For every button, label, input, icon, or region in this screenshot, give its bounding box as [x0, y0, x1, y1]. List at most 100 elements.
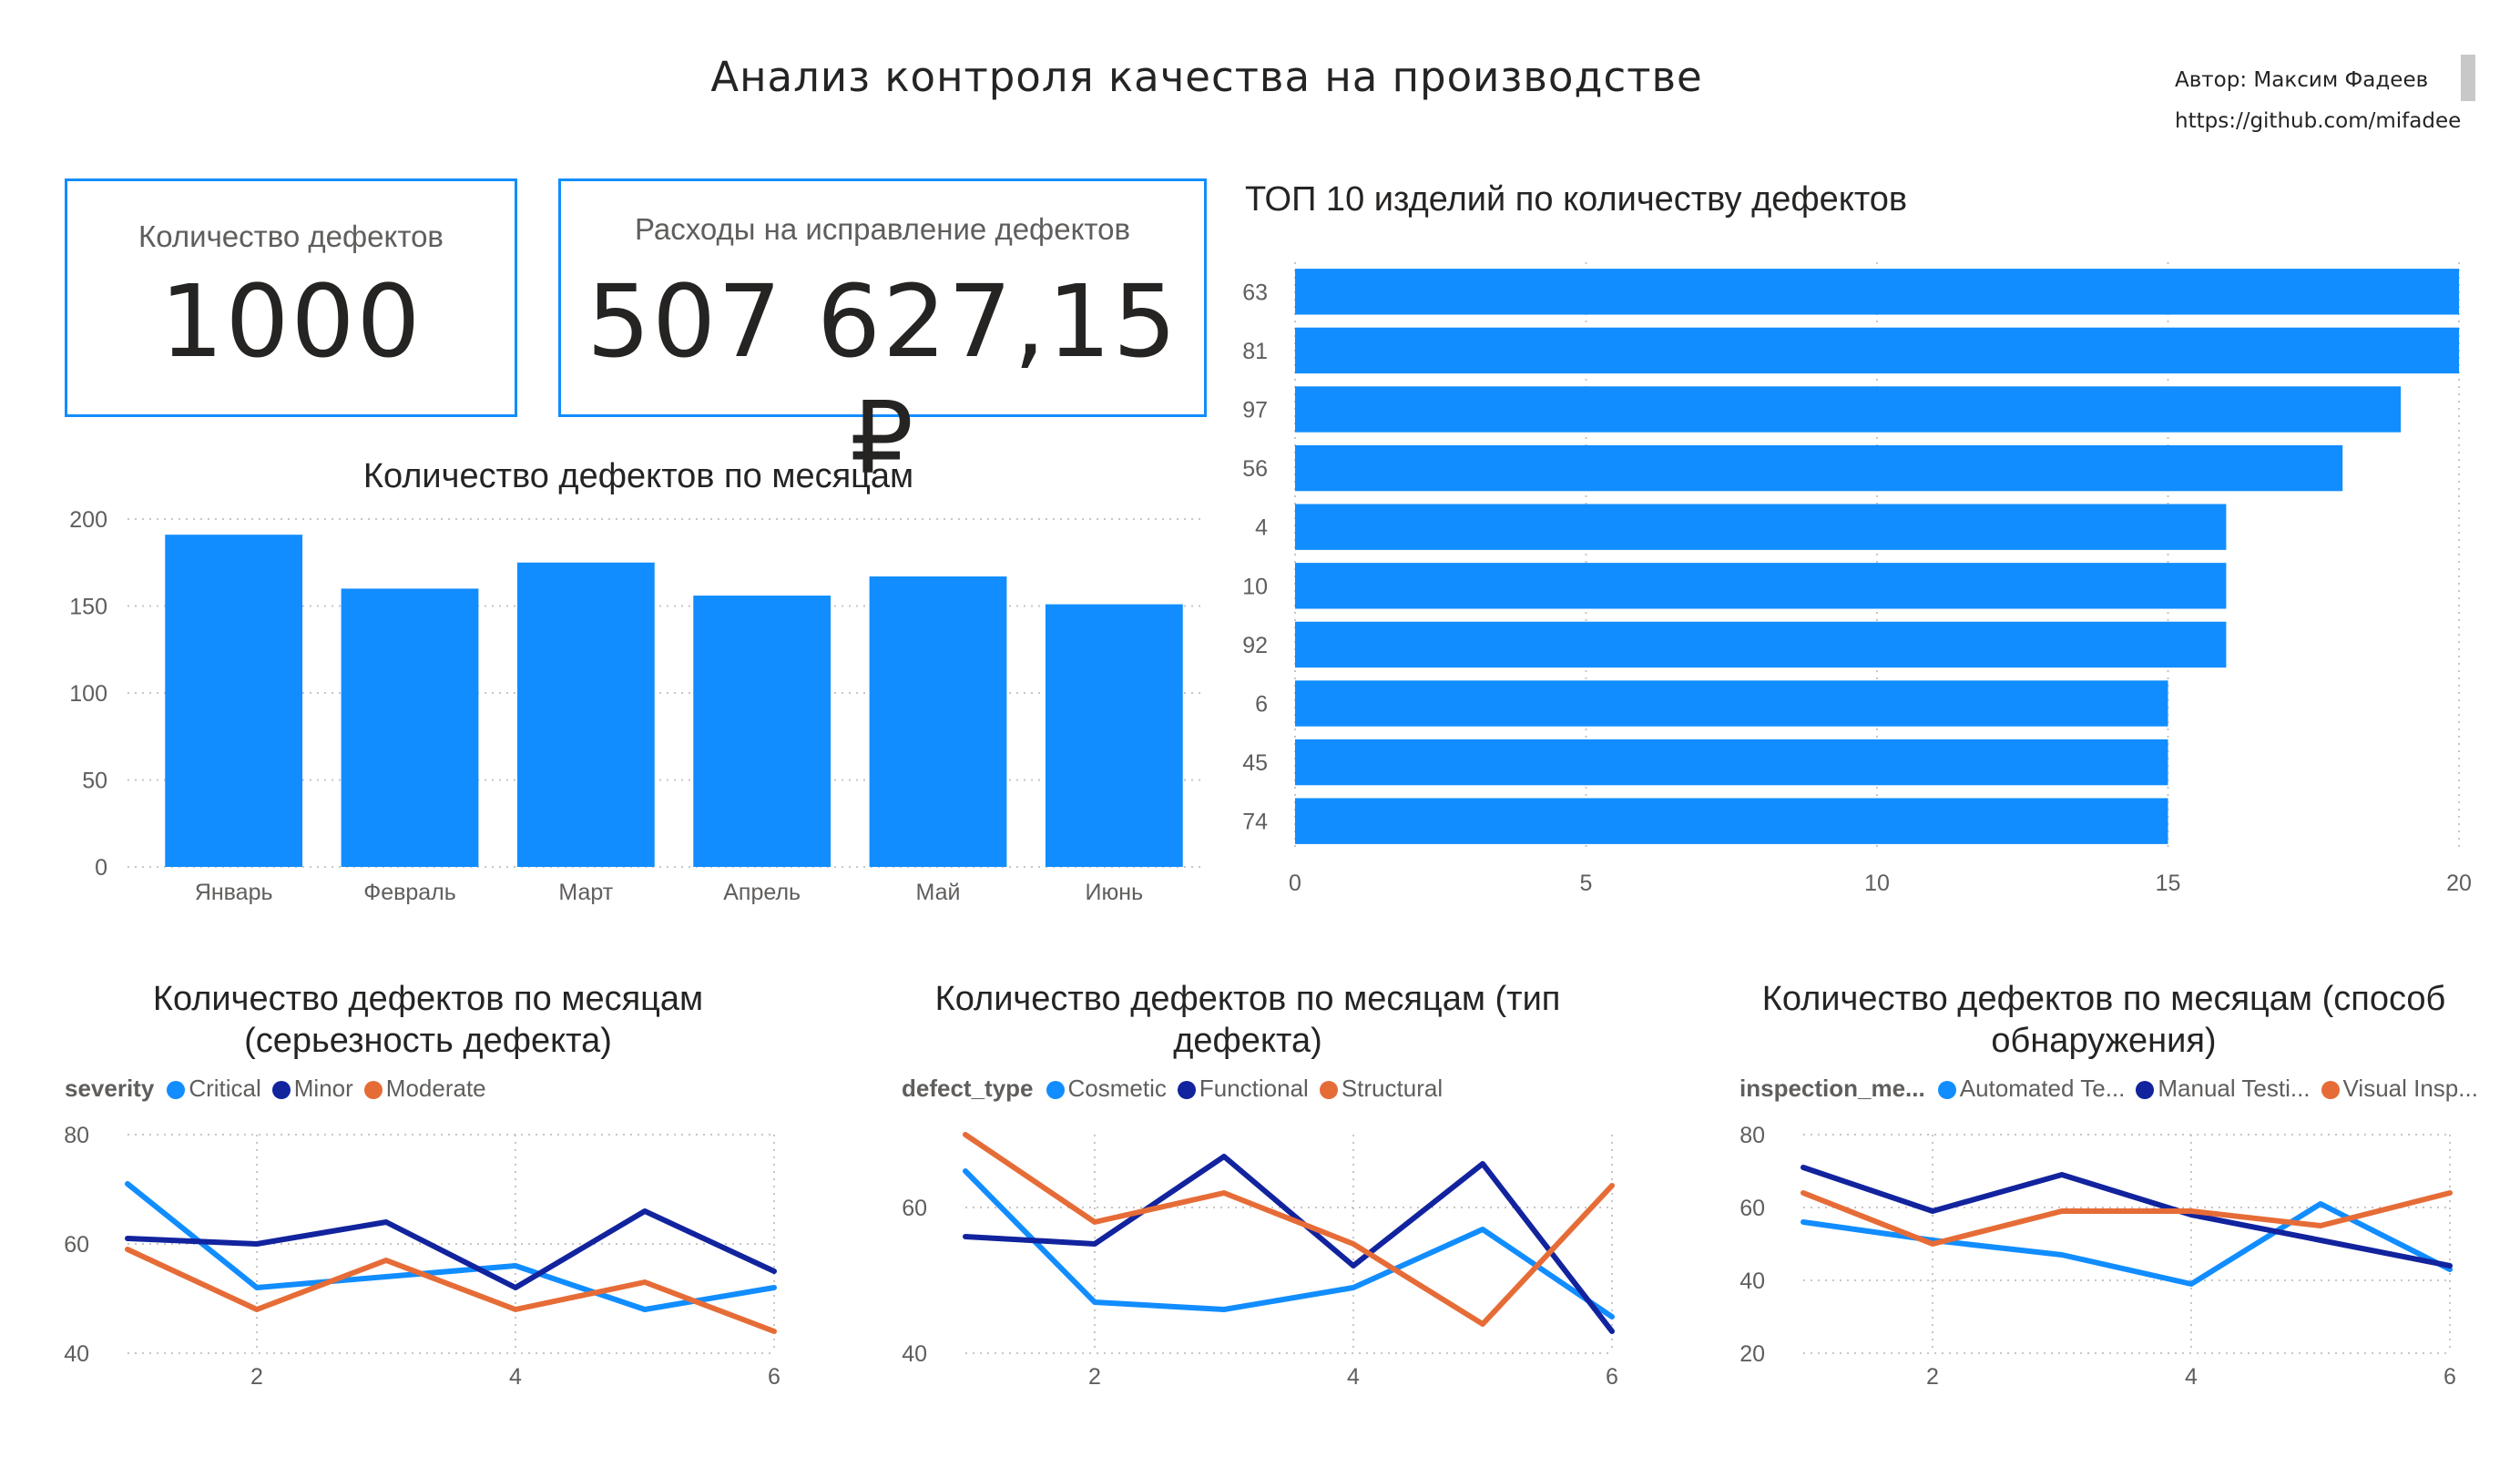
defects-cost-label: Расходы на исправление дефектов	[634, 212, 1131, 246]
author-link[interactable]: https://github.com/mifadee	[2175, 109, 2462, 133]
x-tick-label: 5	[1580, 871, 1593, 896]
legend-dot-icon	[2136, 1081, 2155, 1099]
x-tick-label: 6	[1606, 1364, 1618, 1384]
legend-dot-icon	[1177, 1081, 1196, 1099]
series-line-minor	[125, 1208, 777, 1290]
bar-Июнь	[1045, 604, 1183, 867]
y-tick-label: 81	[1242, 339, 1268, 364]
legend-label: Critical	[189, 1075, 261, 1102]
legend-label: Cosmetic	[1067, 1075, 1167, 1102]
x-tick-label: 4	[2185, 1364, 2198, 1384]
inspection-chart-title: Количество дефектов по месяцам (способ о…	[1761, 980, 2446, 1060]
y-tick-label: 0	[95, 855, 107, 881]
y-tick-label: 150	[69, 595, 107, 620]
y-tick-label: 74	[1242, 810, 1268, 835]
legend-item[interactable]: Minor	[271, 1075, 353, 1103]
y-tick-label: 80	[1740, 1123, 1765, 1148]
bar-Февраль	[341, 588, 479, 867]
legend-item[interactable]: Functional	[1177, 1075, 1309, 1103]
legend-item[interactable]: Manual Testi...	[2136, 1075, 2311, 1103]
bar-item-4	[1295, 504, 2227, 550]
top10-chart-title: ТОП 10 изделий по количеству дефектов	[1245, 180, 1908, 219]
y-tick-label: 40	[1740, 1269, 1765, 1294]
series-line-cosmetic	[963, 1168, 1615, 1319]
x-tick-label: 2	[1088, 1364, 1101, 1384]
legend-item[interactable]: Automated Te...	[1937, 1075, 2126, 1103]
x-tick-label: 10	[1864, 871, 1890, 896]
defects-cost-value: 507 627,15 ₽	[587, 263, 1178, 496]
legend-dot-icon	[167, 1081, 186, 1099]
y-tick-label: 60	[64, 1232, 89, 1258]
legend-dot-icon	[2321, 1081, 2340, 1099]
y-tick-label: 92	[1242, 633, 1268, 658]
severity-legend: severity Critical Minor Moderate	[65, 1075, 497, 1103]
x-tick-label: 15	[2156, 871, 2181, 896]
legend-item[interactable]: Critical	[167, 1075, 261, 1103]
y-tick-label: 50	[82, 769, 107, 794]
x-tick-label: Январь	[195, 880, 273, 905]
y-tick-label: 6	[1255, 692, 1268, 718]
legend-label: Functional	[1199, 1075, 1309, 1102]
severity-chart-title: Количество дефектов по месяцам (серьезно…	[152, 980, 704, 1060]
series-line-moderate	[125, 1247, 777, 1334]
legend-label: Manual Testi...	[2158, 1075, 2311, 1102]
defects-count-value: 1000	[159, 263, 423, 380]
y-tick-label: 56	[1242, 456, 1268, 482]
defect-type-line-chart: 40 60 2 4 6	[902, 1132, 1618, 1384]
legend-title: severity	[65, 1075, 155, 1102]
author-name: Автор: Максим Фадеев	[2175, 68, 2429, 92]
legend-label: Visual Insp...	[2342, 1075, 2478, 1102]
legend-item[interactable]: Moderate	[363, 1075, 486, 1103]
bar-Март	[516, 562, 655, 867]
legend-item[interactable]: Visual Insp...	[2321, 1075, 2478, 1103]
bar-Апрель	[693, 596, 831, 867]
x-tick-label: 4	[1347, 1364, 1360, 1384]
x-tick-label: Май	[916, 880, 961, 905]
x-tick-label: 20	[2446, 871, 2472, 896]
series-line-structural	[963, 1132, 1615, 1327]
monthly-chart-title: Количество дефектов по месяцам	[362, 457, 914, 495]
x-tick-label: Апрель	[723, 880, 801, 905]
defects-count-card: Количество дефектов 1000	[65, 178, 517, 417]
legend-dot-icon	[1937, 1081, 1956, 1099]
x-tick-label: Февраль	[363, 880, 456, 905]
scrollbar[interactable]	[2461, 55, 2475, 101]
bar-Январь	[165, 535, 303, 867]
bar-item-10	[1295, 563, 2227, 609]
defect-type-chart-title: Количество дефектов по месяцам (тип дефе…	[934, 980, 1561, 1060]
legend-title: defect_type	[902, 1075, 1034, 1102]
bar-item-97	[1295, 386, 2402, 433]
legend-item[interactable]: Cosmetic	[1046, 1075, 1167, 1103]
y-tick-label: 200	[69, 507, 107, 533]
top10-bar-chart: 0 5 10 15 20 63 81 97 56 4 10 92 6 45 74	[1242, 262, 2472, 896]
y-tick-label: 60	[902, 1196, 927, 1221]
legend-label: Automated Te...	[1959, 1075, 2126, 1102]
legend-item[interactable]: Structural	[1319, 1075, 1444, 1103]
y-tick-label: 100	[69, 681, 107, 707]
series-line-critical	[125, 1181, 777, 1312]
y-tick-label: 60	[1740, 1196, 1765, 1221]
series-line-visualinsp	[1801, 1190, 2453, 1247]
x-tick-label: 6	[768, 1364, 780, 1384]
y-tick-label: 40	[902, 1341, 927, 1367]
inspection-line-chart: 20 40 60 80 2 4 6	[1740, 1123, 2456, 1384]
x-tick-label: 2	[250, 1364, 263, 1384]
legend-label: Moderate	[385, 1075, 486, 1102]
legend-dot-icon	[271, 1081, 291, 1099]
bar-item-74	[1295, 798, 2168, 844]
x-tick-label: 2	[1926, 1364, 1939, 1384]
bar-item-81	[1295, 327, 2459, 374]
bar-item-92	[1295, 621, 2227, 668]
y-tick-label: 97	[1242, 398, 1268, 423]
y-tick-label: 80	[64, 1123, 89, 1148]
legend-label: Structural	[1341, 1075, 1444, 1102]
severity-line-chart: 40 60 80 2 4 6	[64, 1123, 780, 1384]
x-tick-label: 0	[1289, 871, 1301, 896]
monthly-bar-chart: 0 50 100 150 200 Январь Февраль Март Апрель Май Ию…	[69, 507, 1202, 905]
defect-type-legend: defect_type Cosmetic Functional Structural	[902, 1075, 1454, 1103]
y-tick-label: 4	[1255, 515, 1268, 541]
series-line-manualtesti	[1801, 1165, 2453, 1269]
legend-title: inspection_me...	[1740, 1075, 1925, 1102]
series-line-functional	[963, 1154, 1615, 1334]
y-tick-label: 45	[1242, 750, 1268, 776]
